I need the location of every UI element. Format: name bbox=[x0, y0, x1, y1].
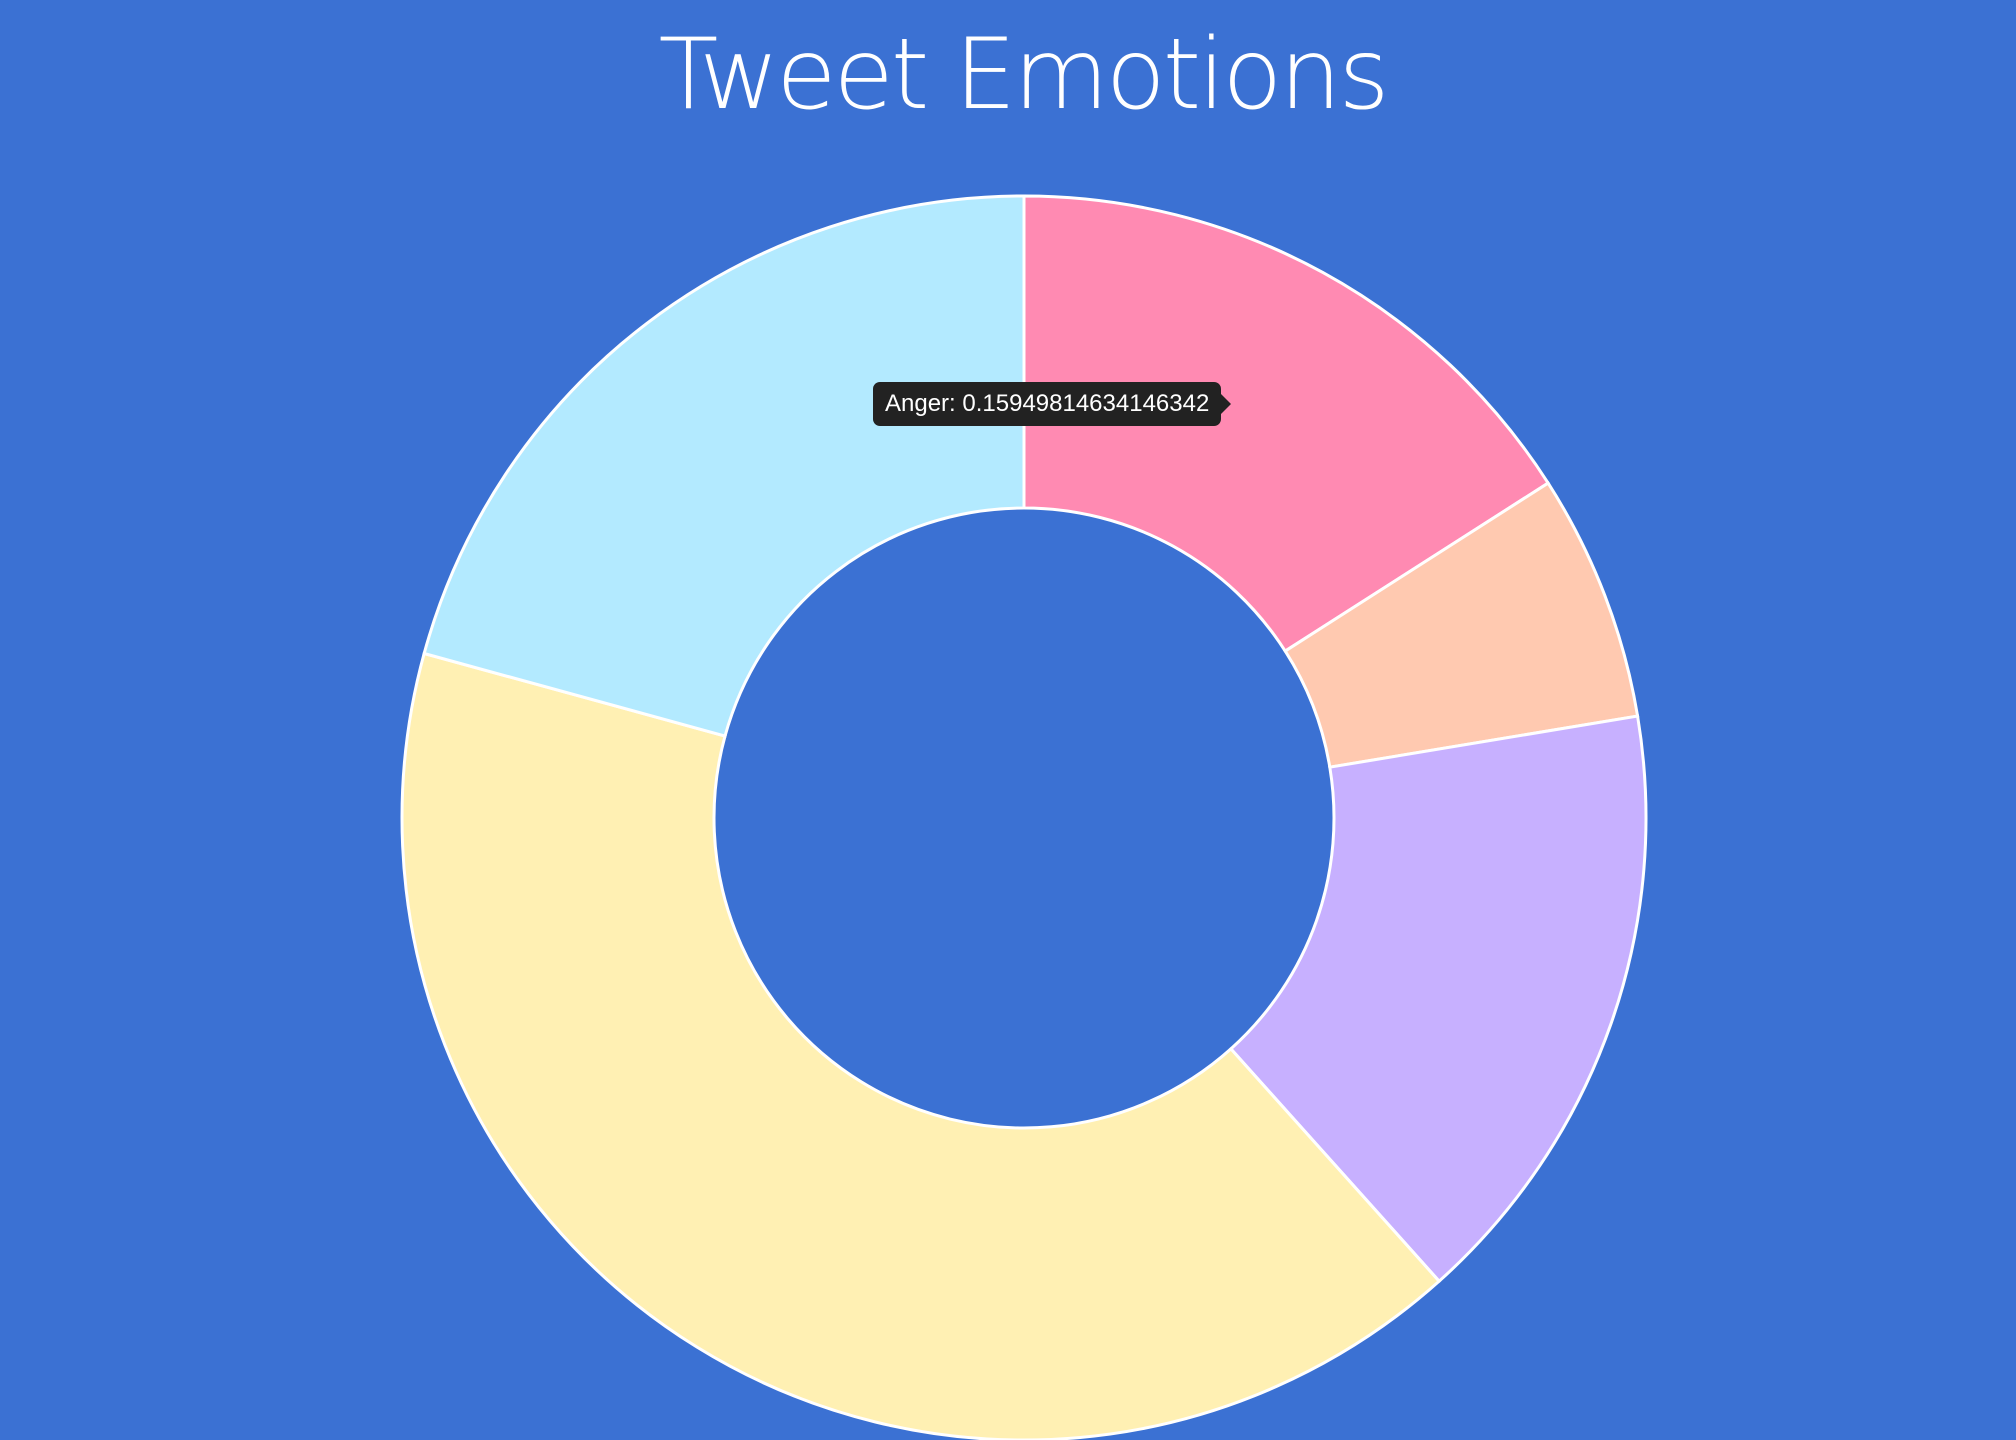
chart-title: Tweet Emotions bbox=[658, 18, 1389, 132]
slice-anger[interactable] bbox=[1022, 194, 1551, 654]
slice-joy[interactable] bbox=[400, 651, 1442, 1440]
slice-fear[interactable] bbox=[1228, 714, 1648, 1284]
chart-tooltip: Anger: 0.15949814634146342 bbox=[873, 382, 1232, 426]
slice-sadness[interactable] bbox=[422, 194, 1026, 738]
slices-group bbox=[400, 194, 1648, 1440]
